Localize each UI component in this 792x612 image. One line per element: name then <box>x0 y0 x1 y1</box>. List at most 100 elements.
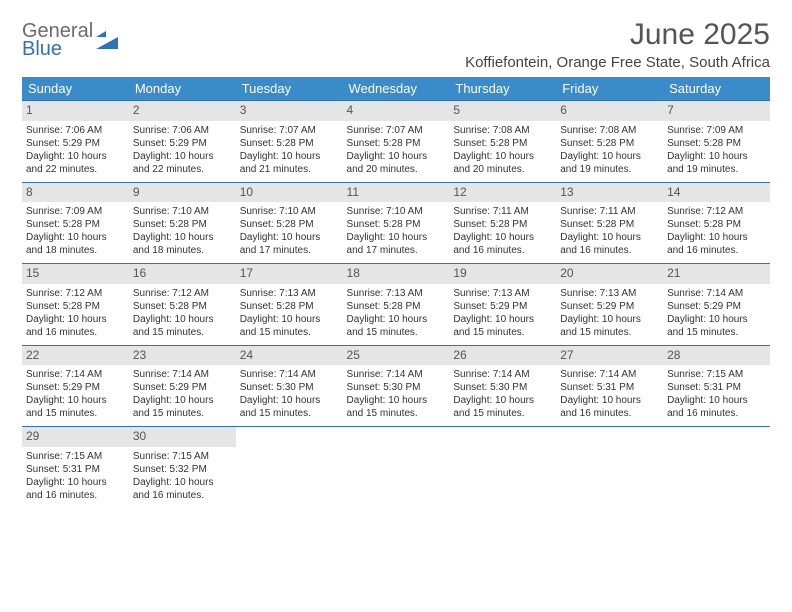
calendar-day-cell: 7Sunrise: 7:09 AMSunset: 5:28 PMDaylight… <box>663 101 770 183</box>
sunrise-text: Sunrise: 7:15 AM <box>133 450 232 463</box>
calendar-day-cell: 2Sunrise: 7:06 AMSunset: 5:29 PMDaylight… <box>129 101 236 183</box>
day-number: 5 <box>449 101 556 121</box>
sunset-text: Sunset: 5:31 PM <box>667 381 766 394</box>
sunrise-text: Sunrise: 7:10 AM <box>240 205 339 218</box>
calendar-day-cell: 12Sunrise: 7:11 AMSunset: 5:28 PMDayligh… <box>449 182 556 264</box>
sunrise-text: Sunrise: 7:14 AM <box>240 368 339 381</box>
sunset-text: Sunset: 5:28 PM <box>26 218 125 231</box>
sunset-text: Sunset: 5:28 PM <box>240 300 339 313</box>
daylight-text: Daylight: 10 hours and 20 minutes. <box>347 150 446 176</box>
calendar-day-cell: 17Sunrise: 7:13 AMSunset: 5:28 PMDayligh… <box>236 264 343 346</box>
day-number: 15 <box>22 264 129 284</box>
sunrise-text: Sunrise: 7:13 AM <box>560 287 659 300</box>
day-number: 29 <box>22 427 129 447</box>
header: General Blue June 2025 Koffiefontein, Or… <box>22 18 770 71</box>
daylight-text: Daylight: 10 hours and 19 minutes. <box>560 150 659 176</box>
calendar-empty-cell <box>343 427 450 508</box>
calendar-day-cell: 13Sunrise: 7:11 AMSunset: 5:28 PMDayligh… <box>556 182 663 264</box>
day-number: 26 <box>449 346 556 366</box>
calendar-day-cell: 18Sunrise: 7:13 AMSunset: 5:28 PMDayligh… <box>343 264 450 346</box>
day-number: 1 <box>22 101 129 121</box>
sunrise-text: Sunrise: 7:14 AM <box>133 368 232 381</box>
daylight-text: Daylight: 10 hours and 15 minutes. <box>453 313 552 339</box>
sunset-text: Sunset: 5:29 PM <box>667 300 766 313</box>
sunrise-text: Sunrise: 7:10 AM <box>133 205 232 218</box>
calendar-day-cell: 6Sunrise: 7:08 AMSunset: 5:28 PMDaylight… <box>556 101 663 183</box>
calendar-day-cell: 19Sunrise: 7:13 AMSunset: 5:29 PMDayligh… <box>449 264 556 346</box>
sunset-text: Sunset: 5:28 PM <box>133 218 232 231</box>
sunrise-text: Sunrise: 7:06 AM <box>26 124 125 137</box>
sunset-text: Sunset: 5:30 PM <box>347 381 446 394</box>
daylight-text: Daylight: 10 hours and 20 minutes. <box>453 150 552 176</box>
day-number: 28 <box>663 346 770 366</box>
logo: General Blue <box>22 22 118 58</box>
day-number: 20 <box>556 264 663 284</box>
sunset-text: Sunset: 5:28 PM <box>26 300 125 313</box>
sunrise-text: Sunrise: 7:13 AM <box>347 287 446 300</box>
sunrise-text: Sunrise: 7:14 AM <box>453 368 552 381</box>
day-number: 4 <box>343 101 450 121</box>
title-block: June 2025 Koffiefontein, Orange Free Sta… <box>465 18 770 71</box>
calendar-day-cell: 14Sunrise: 7:12 AMSunset: 5:28 PMDayligh… <box>663 182 770 264</box>
daylight-text: Daylight: 10 hours and 15 minutes. <box>133 313 232 339</box>
calendar-day-cell: 3Sunrise: 7:07 AMSunset: 5:28 PMDaylight… <box>236 101 343 183</box>
day-number: 16 <box>129 264 236 284</box>
sunset-text: Sunset: 5:28 PM <box>347 137 446 150</box>
daylight-text: Daylight: 10 hours and 16 minutes. <box>453 231 552 257</box>
calendar-day-cell: 10Sunrise: 7:10 AMSunset: 5:28 PMDayligh… <box>236 182 343 264</box>
sunset-text: Sunset: 5:30 PM <box>240 381 339 394</box>
day-number: 10 <box>236 183 343 203</box>
daylight-text: Daylight: 10 hours and 16 minutes. <box>26 476 125 502</box>
calendar-week-row: 22Sunrise: 7:14 AMSunset: 5:29 PMDayligh… <box>22 345 770 427</box>
sunset-text: Sunset: 5:31 PM <box>26 463 125 476</box>
location: Koffiefontein, Orange Free State, South … <box>465 54 770 71</box>
calendar-header-row: SundayMondayTuesdayWednesdayThursdayFrid… <box>22 77 770 101</box>
sunset-text: Sunset: 5:28 PM <box>667 137 766 150</box>
calendar-day-cell: 8Sunrise: 7:09 AMSunset: 5:28 PMDaylight… <box>22 182 129 264</box>
day-number: 19 <box>449 264 556 284</box>
calendar-day-cell: 22Sunrise: 7:14 AMSunset: 5:29 PMDayligh… <box>22 345 129 427</box>
calendar-day-cell: 27Sunrise: 7:14 AMSunset: 5:31 PMDayligh… <box>556 345 663 427</box>
sunset-text: Sunset: 5:32 PM <box>133 463 232 476</box>
daylight-text: Daylight: 10 hours and 15 minutes. <box>26 394 125 420</box>
day-number: 25 <box>343 346 450 366</box>
sunrise-text: Sunrise: 7:08 AM <box>453 124 552 137</box>
sunrise-text: Sunrise: 7:14 AM <box>347 368 446 381</box>
daylight-text: Daylight: 10 hours and 16 minutes. <box>560 394 659 420</box>
sunset-text: Sunset: 5:28 PM <box>453 218 552 231</box>
sunset-text: Sunset: 5:28 PM <box>240 137 339 150</box>
month-title: June 2025 <box>465 18 770 52</box>
sunrise-text: Sunrise: 7:13 AM <box>240 287 339 300</box>
daylight-text: Daylight: 10 hours and 16 minutes. <box>26 313 125 339</box>
sunrise-text: Sunrise: 7:13 AM <box>453 287 552 300</box>
sunset-text: Sunset: 5:29 PM <box>560 300 659 313</box>
calendar-day-cell: 15 Sunrise: 7:12 AMSunset: 5:28 PMDayligh… <box>22 264 129 346</box>
weekday-header: Sunday <box>22 77 129 101</box>
day-number: 17 <box>236 264 343 284</box>
day-number: 13 <box>556 183 663 203</box>
sunrise-text: Sunrise: 7:12 AM <box>26 287 125 300</box>
sunset-text: Sunset: 5:28 PM <box>560 218 659 231</box>
daylight-text: Daylight: 10 hours and 15 minutes. <box>347 313 446 339</box>
sunrise-text: Sunrise: 7:14 AM <box>560 368 659 381</box>
weekday-header: Monday <box>129 77 236 101</box>
daylight-text: Daylight: 10 hours and 22 minutes. <box>26 150 125 176</box>
logo-mark-icon <box>96 31 118 49</box>
sunrise-text: Sunrise: 7:07 AM <box>240 124 339 137</box>
day-number: 12 <box>449 183 556 203</box>
sunrise-text: Sunrise: 7:08 AM <box>560 124 659 137</box>
day-number: 7 <box>663 101 770 121</box>
sunset-text: Sunset: 5:29 PM <box>26 137 125 150</box>
daylight-text: Daylight: 10 hours and 22 minutes. <box>133 150 232 176</box>
calendar-week-row: 15Sunrise: 7:12 AMSunset: 5:28 PMDayligh… <box>22 264 770 346</box>
sunset-text: Sunset: 5:31 PM <box>560 381 659 394</box>
daylight-text: Daylight: 10 hours and 19 minutes. <box>667 150 766 176</box>
weekday-header: Wednesday <box>343 77 450 101</box>
calendar-empty-cell <box>449 427 556 508</box>
day-number: 21 <box>663 264 770 284</box>
logo-text: General Blue <box>22 22 93 58</box>
sunrise-text: Sunrise: 7:07 AM <box>347 124 446 137</box>
day-number: 22 <box>22 346 129 366</box>
day-number: 23 <box>129 346 236 366</box>
calendar-day-cell: 11Sunrise: 7:10 AMSunset: 5:28 PMDayligh… <box>343 182 450 264</box>
